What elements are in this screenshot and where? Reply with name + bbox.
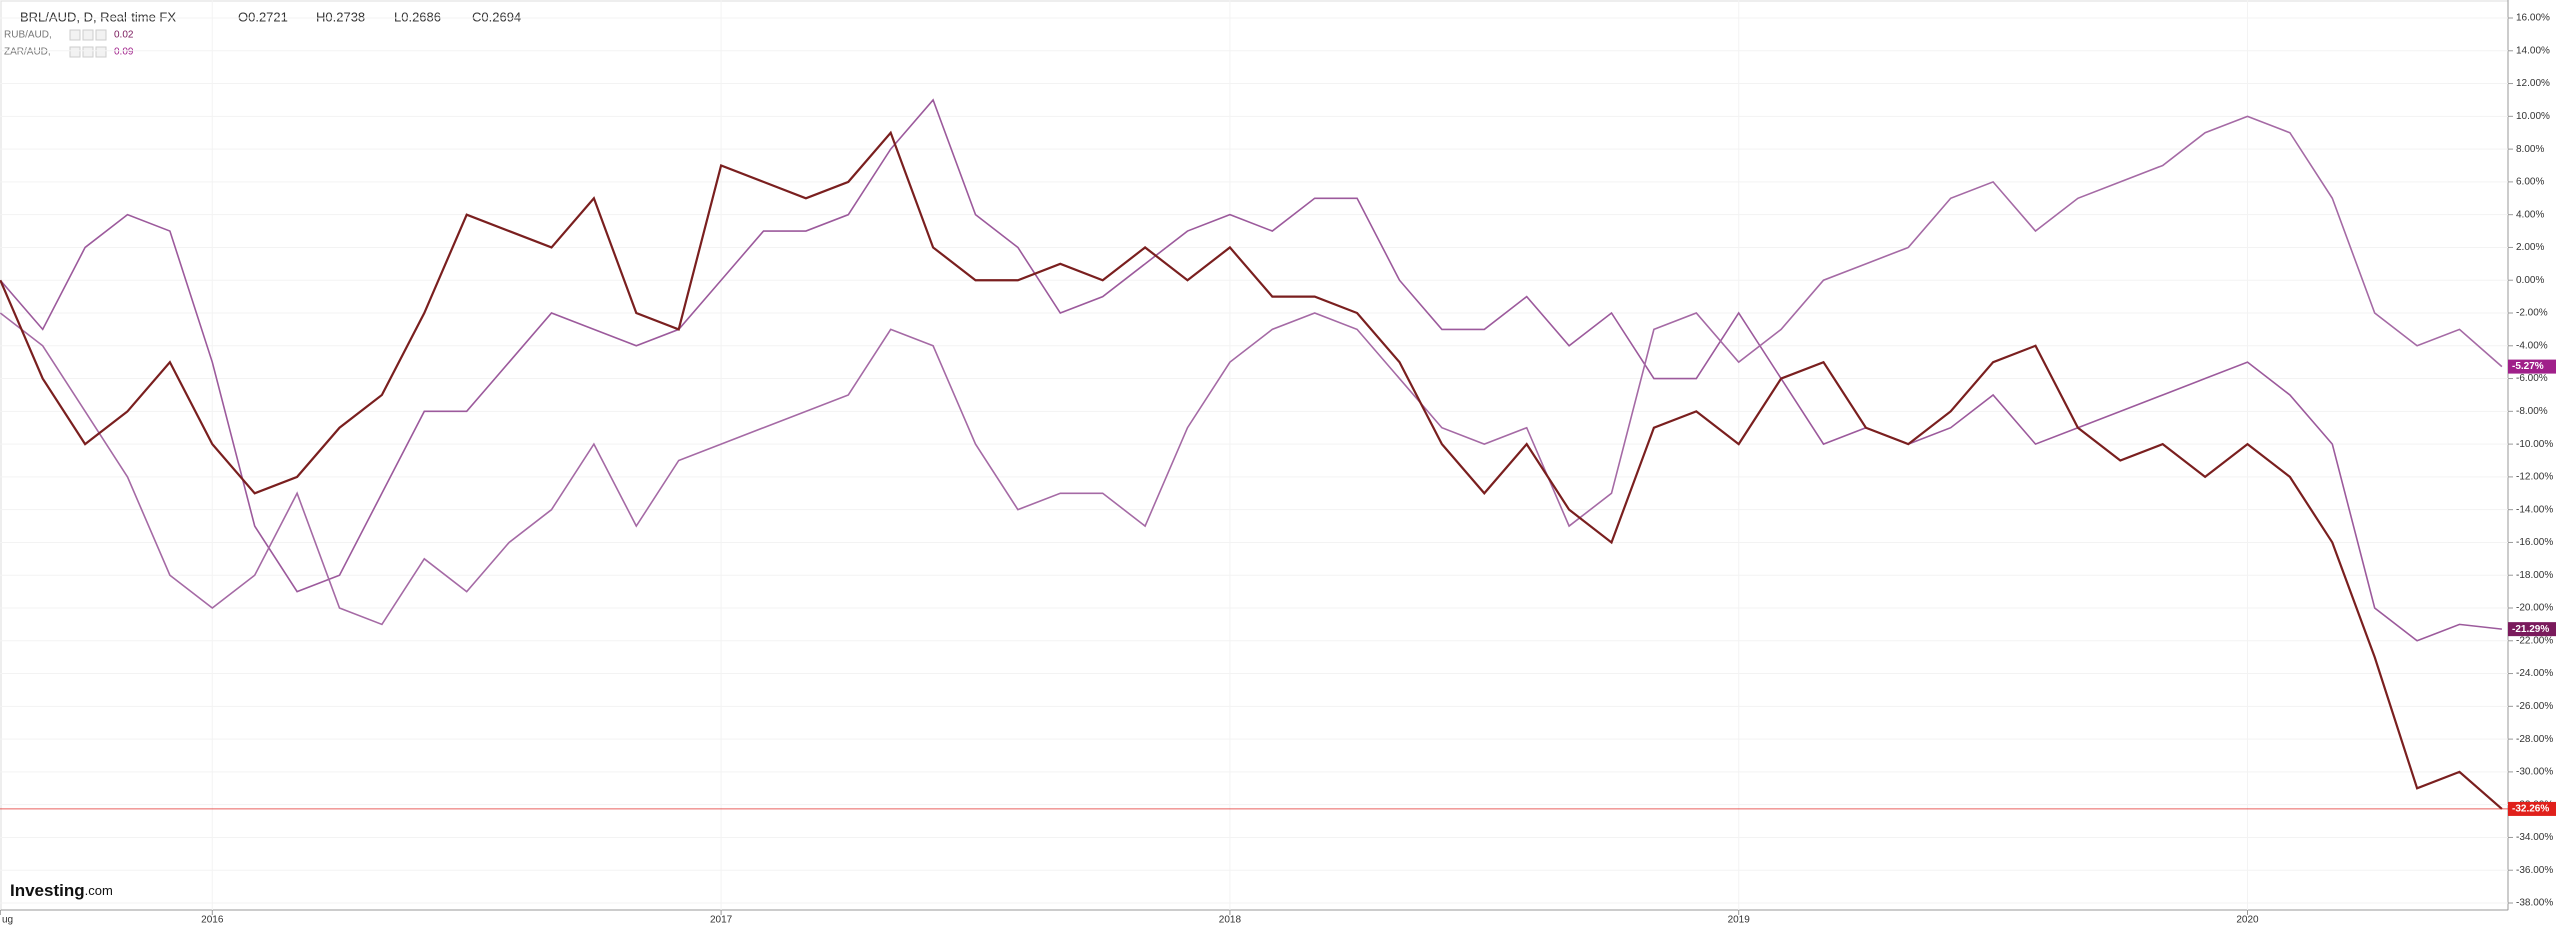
y-tick-label: -38.00% bbox=[2516, 898, 2553, 909]
y-tick-label: -30.00% bbox=[2516, 767, 2553, 778]
legend-value: 0.09 bbox=[114, 47, 134, 58]
series-line bbox=[0, 115, 2503, 626]
legend-button bbox=[95, 29, 107, 41]
y-tick-label: 6.00% bbox=[2516, 177, 2544, 188]
y-tick-label: -24.00% bbox=[2516, 668, 2553, 679]
y-tick-label: -12.00% bbox=[2516, 472, 2553, 483]
logo-suffix: .com bbox=[85, 883, 113, 898]
y-tick-label: -2.00% bbox=[2516, 308, 2548, 319]
x-tick-label: 2020 bbox=[2236, 915, 2259, 926]
last-value-label: -5.27% bbox=[2512, 361, 2544, 372]
last-value-label: -32.26% bbox=[2512, 804, 2549, 815]
y-tick-label: 12.00% bbox=[2516, 78, 2550, 89]
y-tick-label: -36.00% bbox=[2516, 865, 2553, 876]
y-tick-label: 2.00% bbox=[2516, 242, 2544, 253]
y-tick-label: 10.00% bbox=[2516, 111, 2550, 122]
last-value-box bbox=[2508, 801, 2556, 816]
logo: Investing.com bbox=[10, 881, 113, 900]
x-tick-label: 2016 bbox=[201, 915, 224, 926]
last-value-box bbox=[2508, 359, 2556, 374]
y-tick-label: -34.00% bbox=[2516, 832, 2553, 843]
y-tick-label: -14.00% bbox=[2516, 504, 2553, 515]
legend-name: ZAR/AUD, bbox=[4, 47, 51, 58]
y-tick-label: -4.00% bbox=[2516, 340, 2548, 351]
ohlc-value: C0.2694 bbox=[472, 9, 521, 24]
legend-value: 0.02 bbox=[114, 30, 134, 41]
y-tick-label: -8.00% bbox=[2516, 406, 2548, 417]
y-tick-label: 8.00% bbox=[2516, 144, 2544, 155]
logo-main: Investing bbox=[10, 881, 85, 900]
ohlc-value: O0.2721 bbox=[238, 9, 288, 24]
x-tick-label: 2019 bbox=[1728, 915, 1751, 926]
legend-name: RUB/AUD, bbox=[4, 30, 52, 41]
last-value-label: -21.29% bbox=[2512, 624, 2549, 635]
y-tick-label: -6.00% bbox=[2516, 373, 2548, 384]
legend-button bbox=[69, 46, 81, 58]
ohlc: O0.2721 H0.2738 L0.2686 C0.2694 bbox=[238, 9, 521, 24]
y-tick-label: -20.00% bbox=[2516, 603, 2553, 614]
ohlc-value: L0.2686 bbox=[394, 9, 441, 24]
legend-button bbox=[82, 46, 94, 58]
legend: RUB/AUD, 0.02 ZAR/AUD, 0.09 bbox=[4, 29, 134, 58]
x-tick-label: 2017 bbox=[710, 915, 733, 926]
y-tick-label: -26.00% bbox=[2516, 701, 2553, 712]
ohlc-value: H0.2738 bbox=[316, 9, 365, 24]
y-tick-label: -28.00% bbox=[2516, 734, 2553, 745]
legend-button bbox=[95, 46, 107, 58]
chart-title: BRL/AUD, D, Real-time FX bbox=[20, 9, 176, 24]
series-line bbox=[0, 98, 2502, 642]
y-tick-label: -16.00% bbox=[2516, 537, 2553, 548]
y-tick-label: 4.00% bbox=[2516, 209, 2544, 220]
x-tick-label: 2018 bbox=[1219, 915, 1242, 926]
y-tick-label: 16.00% bbox=[2516, 13, 2550, 24]
y-tick-label: -10.00% bbox=[2516, 439, 2553, 450]
y-tick-label: -22.00% bbox=[2516, 635, 2553, 646]
y-tick-label: 0.00% bbox=[2516, 275, 2544, 286]
legend-button bbox=[69, 29, 81, 41]
series-line bbox=[0, 130, 2503, 810]
y-tick-label: -18.00% bbox=[2516, 570, 2553, 581]
last-value-box bbox=[2508, 622, 2556, 637]
legend-button bbox=[82, 29, 94, 41]
x-tick-label: ug bbox=[2, 915, 13, 926]
y-tick-label: 14.00% bbox=[2516, 45, 2550, 56]
